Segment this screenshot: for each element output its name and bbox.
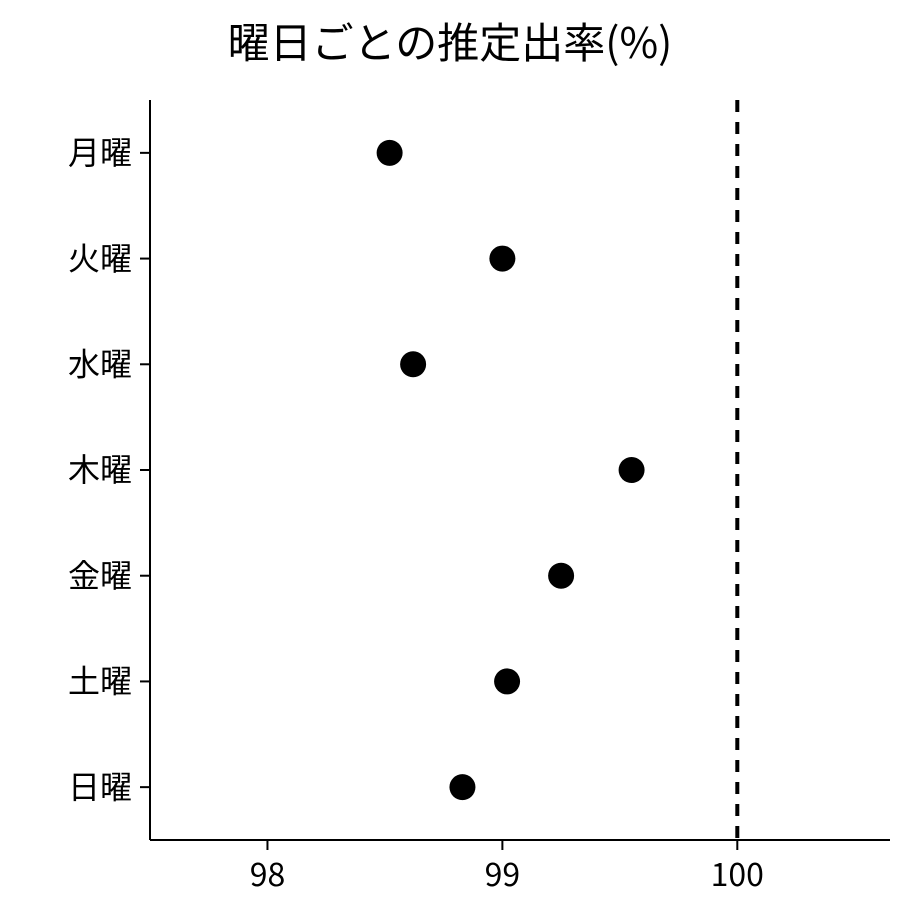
data-point — [548, 563, 574, 589]
x-tick-label: 99 — [485, 850, 521, 896]
y-tick-label: 土曜 — [68, 657, 132, 703]
y-tick-label: 火曜 — [68, 234, 132, 280]
data-point — [400, 351, 426, 377]
data-point — [449, 774, 475, 800]
data-point — [489, 246, 515, 272]
x-tick-label: 100 — [711, 850, 764, 896]
data-point — [619, 457, 645, 483]
chart-title: 曜日ごとの推定出率(%) — [228, 10, 673, 71]
chart-svg: 曜日ごとの推定出率(%) 98 99 100 月曜火曜水曜木曜金曜土曜日曜 — [0, 0, 900, 900]
y-tick-label: 木曜 — [68, 445, 132, 491]
y-tick-label: 日曜 — [68, 762, 132, 808]
data-point — [377, 140, 403, 166]
y-tick-label: 水曜 — [68, 339, 132, 385]
y-tick-label: 月曜 — [68, 128, 132, 174]
dot-chart: 曜日ごとの推定出率(%) 98 99 100 月曜火曜水曜木曜金曜土曜日曜 — [0, 0, 900, 900]
chart-background — [0, 0, 900, 900]
data-point — [494, 668, 520, 694]
x-tick-label: 98 — [250, 850, 286, 896]
y-tick-label: 金曜 — [68, 551, 132, 597]
